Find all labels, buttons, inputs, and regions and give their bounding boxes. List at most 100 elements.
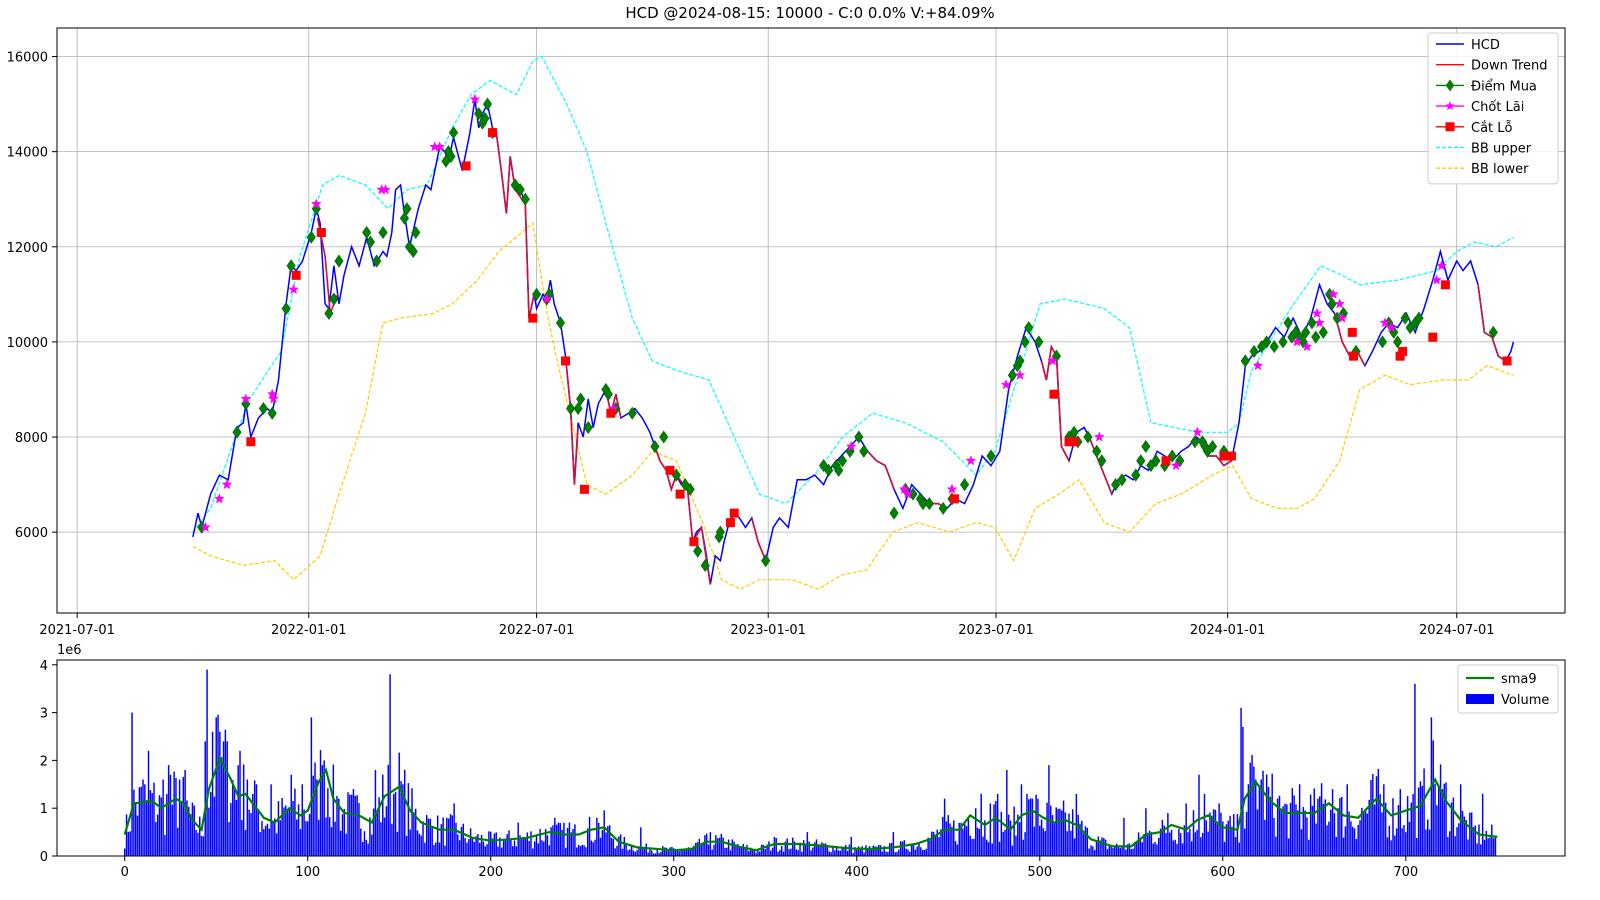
volume-bar	[321, 765, 324, 856]
volume-bar	[129, 831, 131, 856]
volume-bar	[1007, 814, 1010, 856]
take-profit-marker	[213, 493, 225, 504]
volume-bar	[1101, 837, 1103, 856]
stop-loss-marker	[1064, 437, 1074, 447]
volume-bar	[327, 788, 329, 856]
volume-bar	[1317, 798, 1319, 856]
volume-bar	[312, 775, 314, 856]
down-trend-segment	[1088, 436, 1113, 495]
volume-bar	[319, 750, 322, 856]
volume-bar	[371, 834, 373, 856]
volume-bar	[515, 846, 518, 856]
volume-bar	[486, 844, 488, 856]
volume-bar	[887, 851, 889, 856]
volume-bar	[916, 846, 918, 856]
volume-bar	[334, 821, 336, 856]
x-tick-label: 0	[121, 865, 129, 880]
buy-point-marker	[1311, 330, 1321, 344]
volume-bar	[676, 849, 679, 856]
volume-bar	[125, 814, 128, 856]
volume-bar	[1271, 773, 1273, 856]
volume-bar	[713, 844, 715, 856]
volume-bar	[451, 815, 454, 856]
volume-bar	[158, 795, 161, 856]
stop-loss-marker	[1502, 356, 1512, 366]
x-tick-label: 100	[295, 865, 320, 880]
volume-bar	[1183, 825, 1186, 856]
volume-bar	[1311, 805, 1314, 856]
volume-bar	[1461, 810, 1464, 856]
volume-bar	[1095, 839, 1098, 856]
volume-bar	[400, 781, 402, 856]
volume-bar	[347, 792, 349, 856]
volume-bar	[1004, 829, 1006, 856]
volume-bar	[1306, 817, 1308, 856]
volume-bar	[698, 838, 701, 856]
buy-point-marker	[365, 235, 375, 249]
volume-bar	[630, 844, 633, 856]
stop-loss-marker	[1349, 351, 1359, 361]
volume-bar	[552, 825, 554, 856]
volume-bar	[345, 833, 347, 856]
volume-bar	[473, 841, 475, 856]
volume-bar	[760, 844, 763, 856]
buy-point-marker	[889, 506, 899, 520]
volume-bar	[145, 800, 148, 856]
volume-bar	[1121, 846, 1123, 856]
volume-bar	[726, 847, 728, 856]
volume-bar	[607, 826, 609, 856]
volume-bar	[310, 717, 313, 856]
volume-bar	[468, 839, 470, 856]
volume-bar	[1436, 805, 1438, 856]
volume-bar	[563, 822, 565, 856]
volume-bar	[1359, 820, 1361, 856]
y-tick-label: 4	[40, 659, 48, 674]
buy-point-marker	[761, 554, 771, 568]
volume-bar	[1324, 799, 1326, 856]
take-profit-marker	[469, 93, 481, 104]
volume-bar	[1384, 802, 1387, 856]
volume-bar	[1245, 811, 1248, 856]
take-profit-marker	[1301, 340, 1313, 352]
volume-bar	[832, 845, 834, 856]
volume-bar	[1480, 844, 1482, 856]
buy-point-marker	[411, 225, 421, 240]
volume-bar	[1081, 820, 1083, 856]
take-profit-marker	[380, 183, 391, 195]
volume-bar	[1039, 825, 1041, 856]
volume-bar	[771, 847, 774, 856]
volume-bar	[219, 731, 221, 856]
volume-bar	[449, 814, 452, 856]
signal-markers	[197, 93, 1512, 572]
volume-bar	[222, 741, 225, 856]
take-profit-marker	[1311, 307, 1323, 318]
volume-bar	[867, 849, 869, 856]
volume-bar	[1200, 837, 1202, 856]
volume-bar	[1097, 836, 1100, 856]
volume-bar	[1414, 683, 1416, 856]
volume-bar	[440, 824, 443, 856]
volume-bar	[177, 827, 179, 856]
volume-legend: sma9 Volume	[1457, 664, 1559, 714]
buy-point-marker	[1400, 311, 1410, 325]
volume-bar	[328, 817, 331, 856]
volume-bar	[969, 835, 971, 856]
volume-bar	[845, 845, 847, 856]
volume-bar	[995, 801, 997, 856]
volume-bar	[651, 850, 653, 856]
volume-bar	[541, 840, 543, 856]
volume-bar	[588, 816, 591, 856]
legend-label: Down Trend	[1471, 59, 1548, 74]
volume-bar	[1254, 779, 1257, 856]
volume-bar	[455, 822, 457, 856]
volume-bar	[511, 846, 514, 856]
volume-bar	[502, 840, 505, 856]
volume-bar	[140, 786, 142, 856]
volume-bar	[1114, 846, 1116, 856]
volume-bar	[863, 852, 865, 856]
volume-bar	[402, 784, 404, 856]
volume-bar	[546, 835, 549, 856]
volume-bar	[1134, 841, 1136, 856]
volume-bar	[220, 757, 223, 856]
volume-bar	[1110, 846, 1112, 856]
